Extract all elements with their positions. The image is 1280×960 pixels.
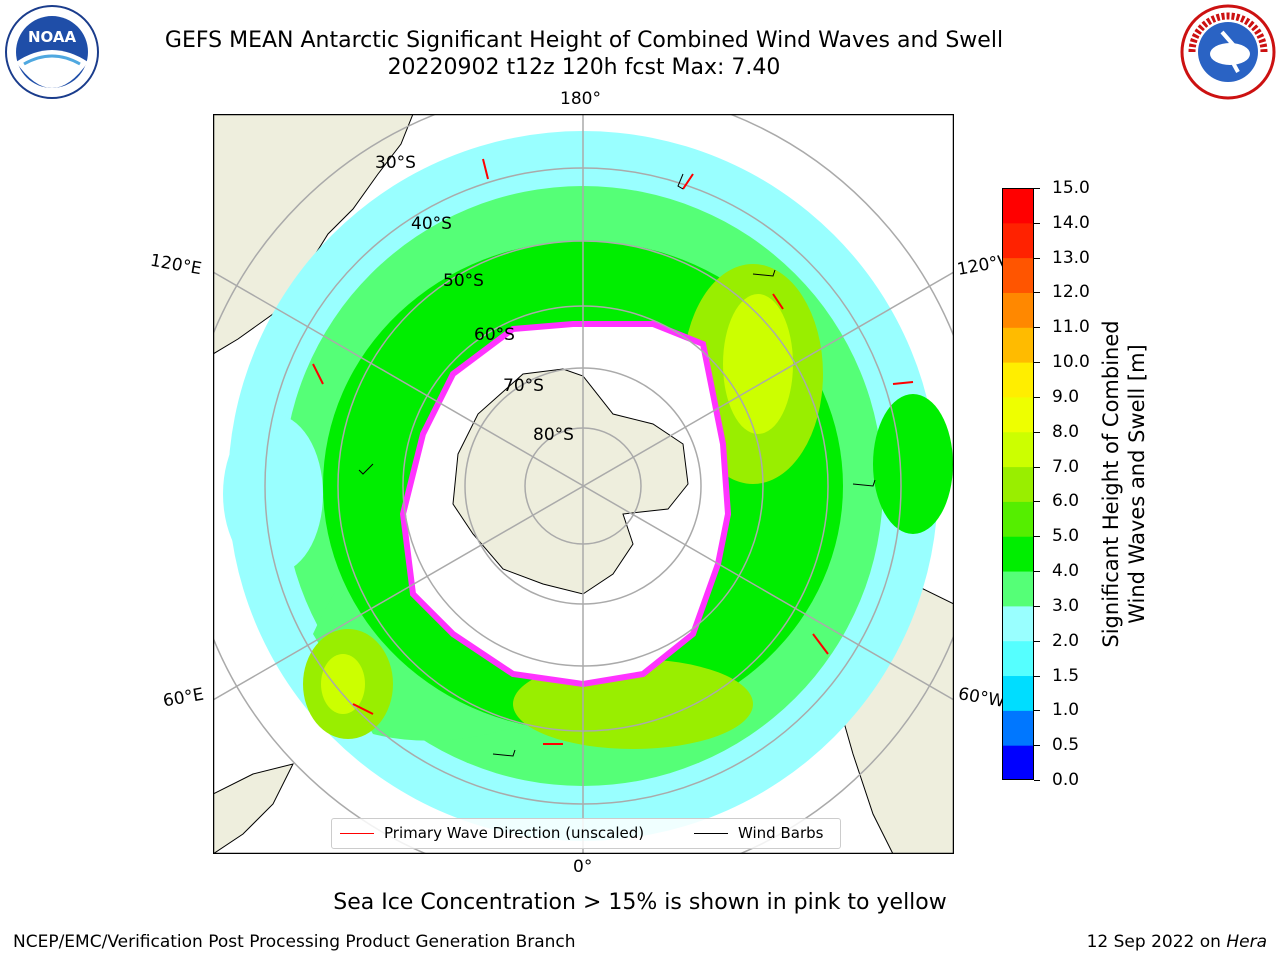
colorbar-tick-label: 13.0 (1052, 247, 1090, 268)
lat-label-50s: 50°S (443, 271, 484, 291)
colorbar-tick-mark (1034, 466, 1040, 468)
legend-swatch-barb (694, 832, 728, 834)
colorbar-segment (1002, 362, 1034, 398)
colorbar-tick-mark (1034, 188, 1040, 189)
footer-date-text: 12 Sep 2022 on (1086, 932, 1227, 952)
lat-label-40s: 40°S (411, 214, 452, 234)
colorbar-tick-label: 12.0 (1052, 282, 1090, 303)
colorbar-tick-mark (1034, 292, 1040, 294)
colorbar-tick-mark (1034, 675, 1040, 677)
noaa-logo-icon: NOAA (5, 5, 99, 99)
nws-logo-icon (1180, 4, 1276, 100)
colorbar-segment (1002, 466, 1034, 502)
colorbar-tick-mark (1034, 571, 1040, 573)
antarctic-map: 30°S 40°S 50°S 60°S 70°S 80°S (213, 114, 954, 854)
colorbar-segment (1002, 396, 1034, 433)
colorbar-segment (1002, 571, 1034, 607)
map-subtitle: 20220902 t12z 120h fcst Max: 7.40 (387, 55, 781, 80)
colorbar-label-line2: Wind Waves and Swell [m] (1125, 344, 1149, 624)
colorbar-segment (1002, 327, 1034, 363)
colorbar-tick-label: 11.0 (1052, 317, 1090, 338)
colorbar-tick-label: 10.0 (1052, 352, 1090, 373)
colorbar-tick-mark (1034, 396, 1040, 398)
colorbar-tick-mark (1034, 431, 1040, 433)
colorbar-segment (1002, 710, 1034, 746)
wind-barbs (358, 173, 876, 757)
colorbar-tick-label: 3.0 (1052, 595, 1080, 616)
footer-machine: Hera (1226, 932, 1267, 952)
colorbar-tick-mark (1034, 501, 1040, 503)
colorbar-tick-mark (1034, 640, 1040, 642)
lat-label-70s: 70°S (503, 376, 544, 396)
footer-date: 12 Sep 2022 on Hera (1087, 932, 1267, 952)
colorbar-tick-mark (1034, 222, 1040, 224)
legend-label-wave: Primary Wave Direction (unscaled) (384, 824, 645, 842)
lon-label-180: 180° (560, 89, 601, 109)
colorbar-tick-label: 5.0 (1052, 526, 1080, 547)
legend-label-barb: Wind Barbs (738, 824, 824, 842)
colorbar-tick-label: 8.0 (1052, 421, 1080, 442)
colorbar-segment (1002, 257, 1034, 293)
colorbar-tick-label: 6.0 (1052, 491, 1080, 512)
colorbar-tick-mark (1034, 710, 1040, 712)
colorbar-segment (1002, 188, 1034, 224)
map-title: GEFS MEAN Antarctic Significant Height o… (164, 28, 1004, 53)
wave-direction-arrows (312, 158, 914, 745)
colorbar-segment (1002, 640, 1034, 677)
colorbar-tick-mark (1034, 605, 1040, 607)
legend-swatch-wave (340, 832, 374, 834)
lat-label-60s: 60°S (474, 325, 515, 345)
colorbar-segment (1002, 292, 1034, 328)
colorbar-label: Significant Height of Combined Wind Wave… (1098, 274, 1158, 694)
colorbar-tick-label: 4.0 (1052, 561, 1080, 582)
colorbar-tick-label: 1.5 (1052, 665, 1080, 686)
colorbar-tick-label: 9.0 (1052, 386, 1080, 407)
colorbar-segment (1002, 431, 1034, 468)
lon-label-0: 0° (573, 857, 593, 877)
lat-label-80s: 80°S (533, 425, 574, 445)
colorbar-border (1002, 188, 1034, 780)
colorbar-segment (1002, 501, 1034, 537)
colorbar-tick-label: 7.0 (1052, 456, 1080, 477)
legend-item-wave-direction: Primary Wave Direction (unscaled) (340, 824, 644, 842)
legend-item-wind-barbs: Wind Barbs (694, 824, 823, 842)
colorbar-tick-label: 2.0 (1052, 630, 1080, 651)
graticule (213, 114, 954, 854)
colorbar-segment (1002, 222, 1034, 259)
sea-ice-note: Sea Ice Concentration > 15% is shown in … (333, 890, 947, 915)
colorbar-tick-label: 14.0 (1052, 212, 1090, 233)
colorbar-tick-mark (1034, 780, 1040, 781)
colorbar-tick-mark (1034, 257, 1040, 259)
colorbar-tick-mark (1034, 745, 1040, 747)
colorbar-tick-mark (1034, 536, 1040, 538)
colorbar-tick-mark (1034, 362, 1040, 364)
lat-label-30s: 30°S (375, 153, 416, 173)
colorbar-tick-label: 1.0 (1052, 700, 1080, 721)
footer-branch: NCEP/EMC/Verification Post Processing Pr… (13, 932, 576, 952)
colorbar-tick-mark (1034, 327, 1040, 329)
map-legend: Primary Wave Direction (unscaled) Wind B… (331, 818, 841, 849)
colorbar-segment (1002, 605, 1034, 642)
colorbar-segment (1002, 745, 1034, 780)
lon-label-60e: 60°E (161, 684, 206, 712)
colorbar-tick-label: 0.5 (1052, 735, 1080, 756)
colorbar (1002, 188, 1034, 780)
colorbar-tick-label: 0.0 (1052, 770, 1080, 790)
colorbar-tick-label: 15.0 (1052, 178, 1090, 198)
colorbar-segment (1002, 675, 1034, 711)
colorbar-label-line1: Significant Height of Combined (1099, 320, 1123, 648)
svg-text:NOAA: NOAA (28, 28, 77, 46)
colorbar-segment (1002, 536, 1034, 572)
lon-label-60w: 60°W (956, 684, 1007, 712)
lon-label-120e: 120°E (148, 250, 204, 280)
